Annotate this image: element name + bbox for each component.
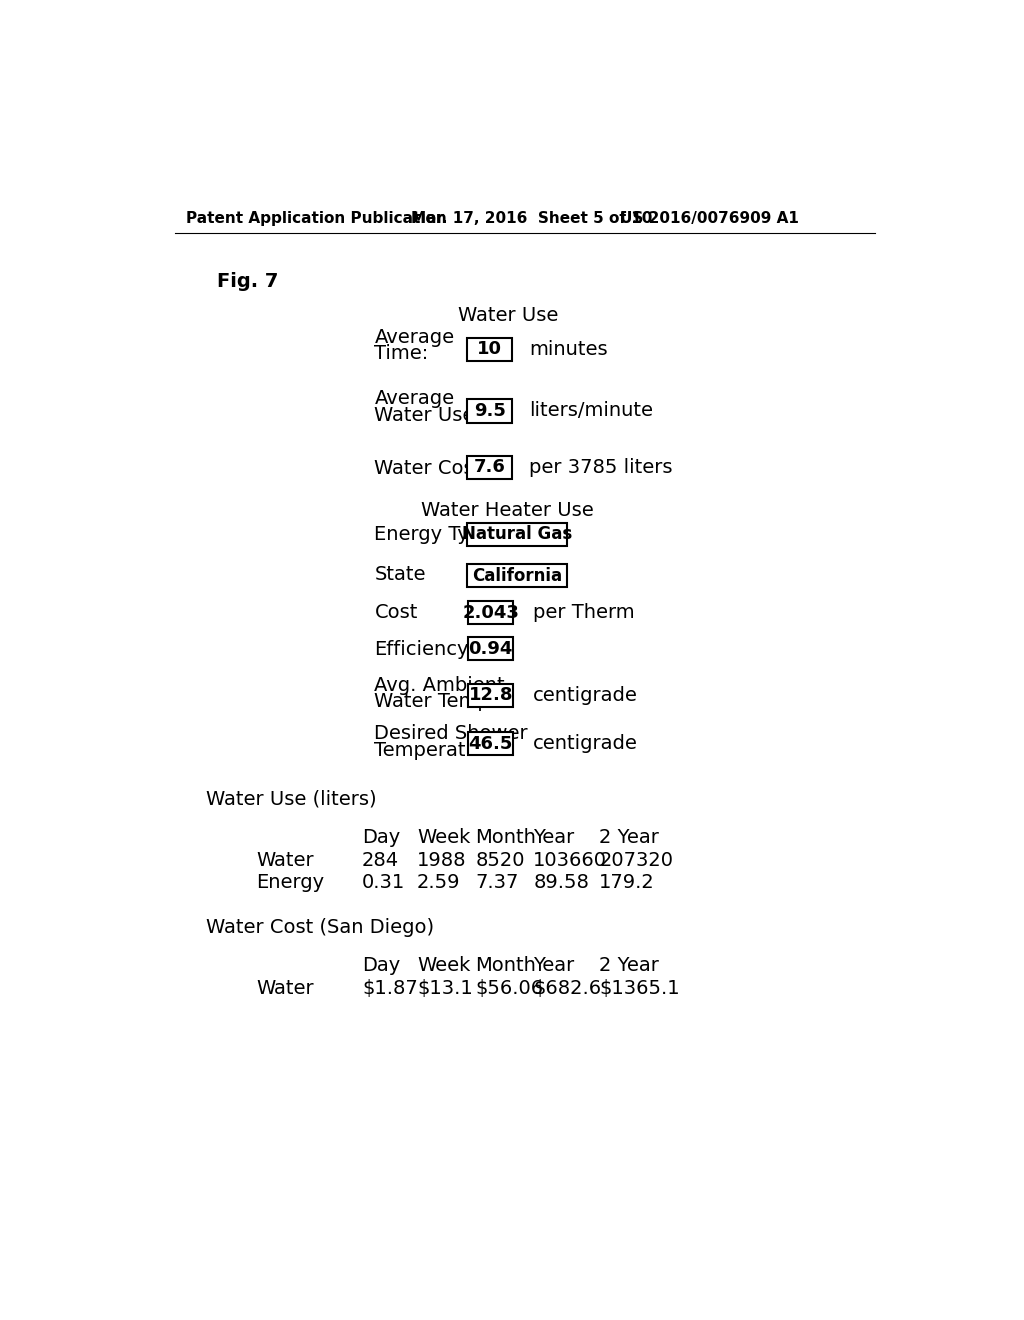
FancyBboxPatch shape: [468, 733, 513, 755]
Text: Patent Application Publication: Patent Application Publication: [186, 211, 446, 226]
Text: Energy: Energy: [256, 873, 324, 892]
Text: Water: Water: [256, 851, 313, 870]
Text: Time:: Time:: [375, 345, 429, 363]
FancyBboxPatch shape: [468, 684, 513, 706]
Text: 9.5: 9.5: [474, 403, 506, 420]
Text: Water: Water: [256, 979, 313, 998]
Text: Mar. 17, 2016  Sheet 5 of 10: Mar. 17, 2016 Sheet 5 of 10: [411, 211, 652, 226]
FancyBboxPatch shape: [468, 638, 513, 660]
Text: Average: Average: [375, 327, 455, 347]
Text: Water Cost:: Water Cost:: [375, 459, 488, 478]
Text: Efficiency: Efficiency: [375, 640, 469, 659]
Text: minutes: minutes: [529, 339, 608, 359]
Text: Average: Average: [375, 389, 455, 408]
Text: Month: Month: [475, 956, 537, 975]
Text: $13.1: $13.1: [417, 979, 473, 998]
Text: Week: Week: [417, 956, 470, 975]
Text: Desired Shower: Desired Shower: [375, 725, 528, 743]
Text: 2 Year: 2 Year: [599, 829, 659, 847]
Text: Water Use: Water Use: [458, 306, 558, 325]
Text: Energy Type: Energy Type: [375, 525, 494, 544]
FancyBboxPatch shape: [467, 400, 512, 422]
Text: Water Heater Use: Water Heater Use: [421, 502, 594, 520]
Text: US 2016/0076909 A1: US 2016/0076909 A1: [621, 211, 799, 226]
Text: Fig. 7: Fig. 7: [217, 272, 279, 292]
Text: $682.6: $682.6: [534, 979, 601, 998]
Text: 0.94: 0.94: [469, 640, 513, 657]
Text: Water Use:: Water Use:: [375, 405, 481, 425]
Text: Year: Year: [534, 956, 574, 975]
Text: 46.5: 46.5: [469, 735, 513, 752]
Text: 179.2: 179.2: [599, 873, 655, 892]
Text: 2.043: 2.043: [462, 603, 519, 622]
Text: 0.31: 0.31: [362, 873, 406, 892]
Text: 10: 10: [477, 341, 503, 358]
Text: 7.6: 7.6: [474, 458, 506, 477]
Text: Month: Month: [475, 829, 537, 847]
Text: $1.87: $1.87: [362, 979, 418, 998]
Text: Day: Day: [362, 829, 400, 847]
Text: per 3785 liters: per 3785 liters: [529, 458, 673, 477]
Text: Water Use (liters): Water Use (liters): [206, 789, 376, 809]
Text: centigrade: centigrade: [532, 685, 637, 705]
Text: Water Cost (San Diego): Water Cost (San Diego): [206, 917, 433, 937]
Text: 284: 284: [362, 851, 399, 870]
Text: 8520: 8520: [475, 851, 524, 870]
Text: Cost: Cost: [375, 603, 418, 623]
Text: 12.8: 12.8: [468, 686, 513, 704]
FancyBboxPatch shape: [467, 523, 567, 545]
Text: State: State: [375, 565, 426, 583]
Text: 207320: 207320: [599, 851, 673, 870]
Text: Avg. Ambient: Avg. Ambient: [375, 676, 505, 694]
Text: 89.58: 89.58: [534, 873, 589, 892]
Text: 103660: 103660: [534, 851, 607, 870]
Text: 2 Year: 2 Year: [599, 956, 659, 975]
Text: 1988: 1988: [417, 851, 467, 870]
FancyBboxPatch shape: [467, 455, 512, 479]
Text: Day: Day: [362, 956, 400, 975]
Text: Temperature: Temperature: [375, 741, 498, 759]
FancyBboxPatch shape: [468, 601, 513, 624]
Text: Water Temp.: Water Temp.: [375, 692, 497, 711]
Text: $56.06: $56.06: [475, 979, 544, 998]
Text: 7.37: 7.37: [475, 873, 518, 892]
FancyBboxPatch shape: [467, 338, 512, 360]
Text: per Therm: per Therm: [532, 603, 634, 622]
Text: Natural Gas: Natural Gas: [462, 525, 572, 543]
Text: 2.59: 2.59: [417, 873, 461, 892]
FancyBboxPatch shape: [467, 564, 567, 587]
Text: Week: Week: [417, 829, 470, 847]
Text: centigrade: centigrade: [532, 734, 637, 754]
Text: $1365.1: $1365.1: [599, 979, 680, 998]
Text: Year: Year: [534, 829, 574, 847]
Text: California: California: [472, 566, 562, 585]
Text: liters/minute: liters/minute: [529, 401, 653, 421]
